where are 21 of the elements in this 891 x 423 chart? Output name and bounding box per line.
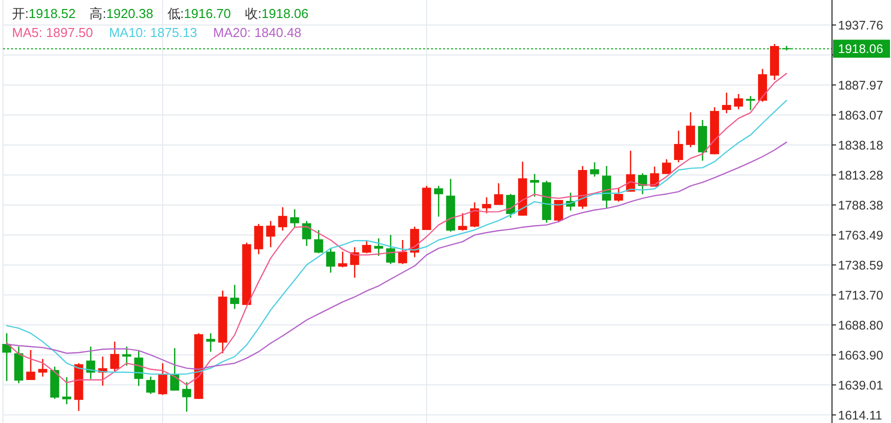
y-tick-label: 1738.59 bbox=[838, 258, 884, 272]
y-tick-label: 1863.07 bbox=[838, 108, 884, 122]
annotation: 高:1920.38 bbox=[90, 6, 154, 21]
ref-line-label: 1918.06 bbox=[838, 42, 884, 56]
annotation: 开:1918.52 bbox=[12, 6, 76, 21]
y-tick-label: 1813.28 bbox=[838, 168, 884, 182]
y-tick-label: 1763.49 bbox=[838, 228, 884, 242]
annotation: 收:1918.06 bbox=[244, 6, 308, 21]
text: MA5: 1897.50 bbox=[12, 25, 93, 40]
y-tick-label: 1713.70 bbox=[838, 288, 884, 302]
y-tick-label: 1639.01 bbox=[838, 378, 884, 392]
text: MA20: 1840.48 bbox=[213, 25, 302, 40]
text: MA10: 1875.13 bbox=[108, 25, 198, 40]
y-tick-label: 1887.97 bbox=[838, 78, 884, 92]
y-tick-label: 1937.76 bbox=[838, 18, 884, 32]
y-tick-label: 1614.11 bbox=[838, 408, 882, 422]
y-tick-label: 1663.90 bbox=[838, 348, 884, 362]
y-tick-label: 1838.18 bbox=[838, 138, 884, 152]
annotation: 低:1916.70 bbox=[167, 6, 231, 21]
y-tick-label: 1688.80 bbox=[838, 318, 884, 332]
y-tick-label: 1788.38 bbox=[838, 198, 884, 212]
